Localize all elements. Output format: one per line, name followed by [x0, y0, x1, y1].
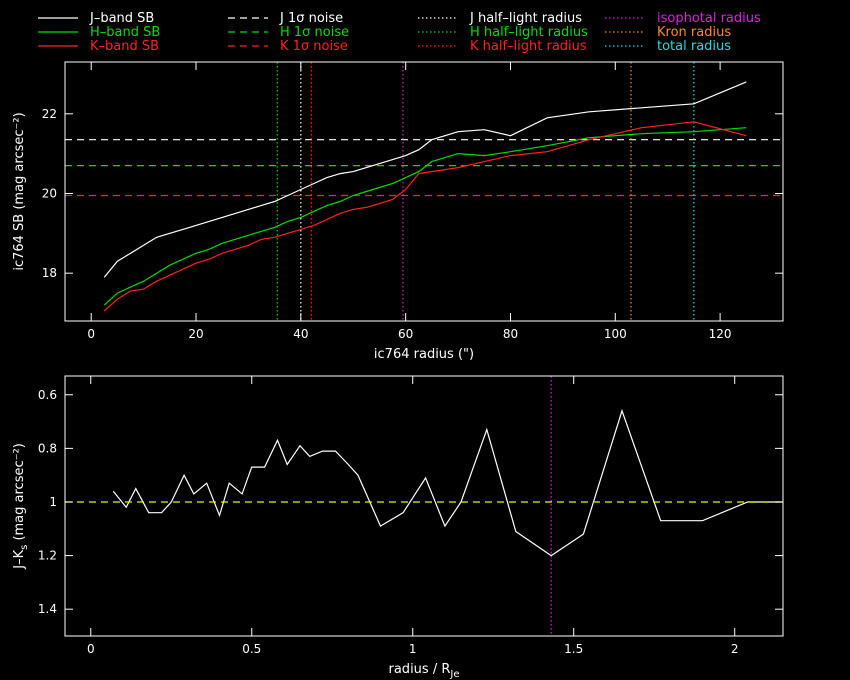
legend-label-1: H–band SB: [90, 25, 160, 40]
legend-label-11: total radius: [657, 39, 731, 54]
legend-label-3: J 1σ noise: [279, 11, 343, 26]
series-line-0: [112, 408, 783, 557]
y-axis-label-sub: s: [19, 545, 30, 550]
y-axis-label: J–Ks (mag arcsec⁻²): [12, 443, 30, 570]
y-axis-label-unit: (mag arcsec⁻²): [12, 443, 27, 544]
x-tick-label-3: 1.5: [564, 642, 583, 656]
legend-label-5: K 1σ noise: [280, 39, 348, 54]
series-line-0: [103, 81, 747, 278]
y-axis-label-main: J–K: [12, 549, 27, 569]
x-tick-label-4: 80: [503, 327, 518, 341]
legend-label-6: J half–light radius: [469, 11, 582, 26]
plot-area: [65, 62, 783, 321]
y-tick-label-3: 1.2: [38, 549, 57, 563]
x-tick-label-0: 0: [87, 642, 95, 656]
plot-frame: [64, 61, 784, 322]
legend-label-0: J–band SB: [89, 11, 154, 26]
y-tick-label-0: 18: [42, 266, 57, 280]
x-tick-label-5: 100: [604, 327, 627, 341]
color-profile-panel: 0 0.5 1 1.5 2 0.6 0.8 1 1.2 1.4 radius / RJe J–Ks (…: [12, 375, 784, 680]
x-axis-label-sub: Je: [449, 669, 459, 680]
y-tick-label-4: 1.4: [38, 602, 57, 616]
plot-frame: [64, 375, 784, 637]
legend-label-8: K half–light radius: [470, 39, 587, 54]
plot-area: [65, 376, 783, 636]
x-tick-label-2: 1: [409, 642, 417, 656]
x-tick-label-4: 2: [731, 642, 739, 656]
x-tick-label-3: 60: [398, 327, 413, 341]
x-tick-label-1: 20: [188, 327, 203, 341]
y-axis-label: ic764 SB (mag arcsec⁻²): [12, 112, 27, 270]
legend-label-10: Kron radius: [657, 25, 731, 40]
x-axis-label: radius / RJe: [389, 662, 460, 680]
y-tick-label-1: 0.8: [38, 441, 57, 455]
y-tick-label-2: 22: [42, 107, 57, 121]
x-axis-label: ic764 radius ("): [374, 347, 474, 362]
legend-label-9: isophotal radius: [657, 11, 761, 26]
x-tick-label-1: 0.5: [242, 642, 261, 656]
series-line-2: [103, 121, 747, 312]
y-tick-label-0: 0.6: [38, 388, 57, 402]
x-axis-label-main: ic764 radius ("): [374, 347, 474, 362]
y-axis-label-main: ic764 SB (mag arcsec⁻²): [12, 112, 27, 270]
x-tick-label-6: 120: [709, 327, 732, 341]
legend-label-4: H 1σ noise: [280, 25, 349, 40]
y-tick-label-1: 20: [42, 186, 57, 200]
legend-label-2: K–band SB: [90, 39, 159, 54]
sb-profile-panel: 0 20 40 60 80 100 120 18 20 22 ic764 radius (") ic7…: [12, 61, 784, 362]
x-tick-label-2: 40: [293, 327, 308, 341]
x-axis-label-main: radius / R: [389, 662, 451, 677]
x-tick-label-0: 0: [87, 327, 95, 341]
y-tick-label-2: 1: [49, 495, 57, 509]
series-line-1: [103, 127, 747, 306]
legend-label-7: H half–light radius: [470, 25, 588, 40]
